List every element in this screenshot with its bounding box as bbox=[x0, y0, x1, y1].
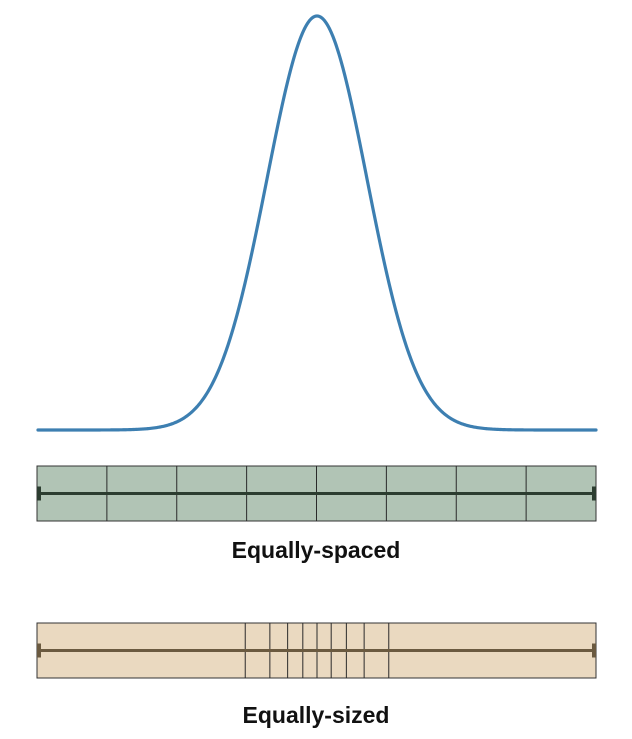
equally-sized-bar bbox=[36, 622, 597, 679]
equally-spaced-caption: Equally-spaced bbox=[231, 537, 401, 563]
equally-spaced-range-line bbox=[37, 486, 596, 501]
equally-spaced-bar bbox=[36, 465, 597, 522]
equally-sized-range-line bbox=[37, 643, 596, 658]
equally-sized-caption: Equally-sized bbox=[242, 702, 390, 728]
gaussian-curve bbox=[36, 14, 598, 432]
